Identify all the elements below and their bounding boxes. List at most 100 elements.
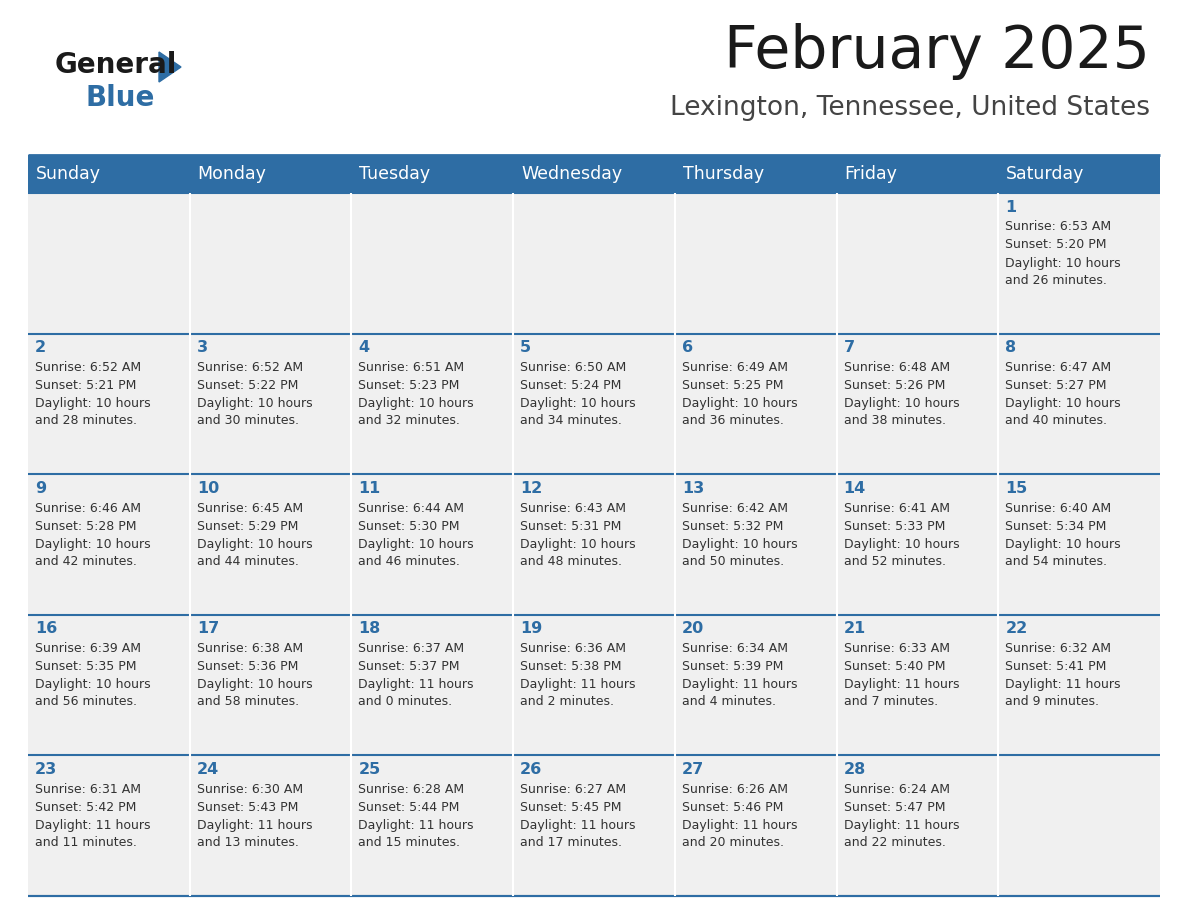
Text: Sunrise: 6:32 AM: Sunrise: 6:32 AM (1005, 643, 1111, 655)
Bar (29, 193, 190, 333)
Text: and 0 minutes.: and 0 minutes. (359, 695, 453, 709)
Text: Sunset: 5:35 PM: Sunset: 5:35 PM (34, 660, 137, 673)
Bar (513, 193, 675, 333)
Text: Sunrise: 6:26 AM: Sunrise: 6:26 AM (682, 783, 788, 796)
Text: and 2 minutes.: and 2 minutes. (520, 695, 614, 709)
Text: Sunrise: 6:53 AM: Sunrise: 6:53 AM (1005, 220, 1112, 233)
Text: Sunset: 5:36 PM: Sunset: 5:36 PM (197, 660, 298, 673)
Text: Sunset: 5:37 PM: Sunset: 5:37 PM (359, 660, 460, 673)
Text: 4: 4 (359, 340, 369, 355)
Bar (836, 333, 998, 475)
Text: Sunrise: 6:51 AM: Sunrise: 6:51 AM (359, 361, 465, 375)
Text: Sunset: 5:34 PM: Sunset: 5:34 PM (1005, 520, 1107, 532)
Text: Daylight: 11 hours: Daylight: 11 hours (843, 678, 959, 691)
Bar (998, 615, 1159, 756)
Text: Daylight: 10 hours: Daylight: 10 hours (1005, 397, 1121, 410)
Text: and 36 minutes.: and 36 minutes. (682, 414, 784, 427)
Text: and 56 minutes.: and 56 minutes. (34, 695, 137, 709)
Text: 2: 2 (34, 340, 46, 355)
Text: Wednesday: Wednesday (522, 165, 623, 183)
Text: and 30 minutes.: and 30 minutes. (197, 414, 298, 427)
Bar (352, 475, 513, 615)
Text: Tuesday: Tuesday (360, 165, 430, 183)
Text: Sunset: 5:38 PM: Sunset: 5:38 PM (520, 660, 621, 673)
Text: 13: 13 (682, 481, 704, 496)
Text: 25: 25 (359, 762, 380, 777)
Text: Sunrise: 6:38 AM: Sunrise: 6:38 AM (197, 643, 303, 655)
Text: Sunset: 5:32 PM: Sunset: 5:32 PM (682, 520, 783, 532)
Text: Daylight: 11 hours: Daylight: 11 hours (520, 678, 636, 691)
Text: 23: 23 (34, 762, 57, 777)
Text: and 52 minutes.: and 52 minutes. (843, 554, 946, 567)
Bar (675, 193, 836, 333)
Bar (675, 155, 836, 193)
Text: 14: 14 (843, 481, 866, 496)
Text: 8: 8 (1005, 340, 1017, 355)
Text: 5: 5 (520, 340, 531, 355)
Text: Daylight: 11 hours: Daylight: 11 hours (197, 819, 312, 832)
Text: Sunrise: 6:28 AM: Sunrise: 6:28 AM (359, 783, 465, 796)
Text: Daylight: 10 hours: Daylight: 10 hours (197, 538, 312, 551)
Bar (675, 615, 836, 756)
Bar (190, 475, 352, 615)
Text: Daylight: 11 hours: Daylight: 11 hours (682, 678, 797, 691)
Bar (190, 756, 352, 896)
Text: Daylight: 10 hours: Daylight: 10 hours (34, 678, 151, 691)
Text: Daylight: 11 hours: Daylight: 11 hours (1005, 678, 1120, 691)
Bar (29, 475, 190, 615)
Text: 3: 3 (197, 340, 208, 355)
Text: and 58 minutes.: and 58 minutes. (197, 695, 299, 709)
Bar (675, 333, 836, 475)
Text: Sunrise: 6:40 AM: Sunrise: 6:40 AM (1005, 502, 1112, 515)
Text: Blue: Blue (86, 84, 154, 112)
Text: Sunset: 5:28 PM: Sunset: 5:28 PM (34, 520, 137, 532)
Text: and 40 minutes.: and 40 minutes. (1005, 414, 1107, 427)
Text: Sunrise: 6:34 AM: Sunrise: 6:34 AM (682, 643, 788, 655)
Text: Daylight: 10 hours: Daylight: 10 hours (682, 538, 797, 551)
Text: Sunrise: 6:43 AM: Sunrise: 6:43 AM (520, 502, 626, 515)
Bar (352, 333, 513, 475)
Bar (513, 756, 675, 896)
Text: Sunset: 5:21 PM: Sunset: 5:21 PM (34, 379, 137, 392)
Bar (513, 155, 675, 193)
Text: Friday: Friday (845, 165, 897, 183)
Polygon shape (159, 52, 181, 82)
Text: Sunset: 5:30 PM: Sunset: 5:30 PM (359, 520, 460, 532)
Text: 11: 11 (359, 481, 380, 496)
Text: 9: 9 (34, 481, 46, 496)
Text: Sunset: 5:31 PM: Sunset: 5:31 PM (520, 520, 621, 532)
Text: Sunset: 5:25 PM: Sunset: 5:25 PM (682, 379, 783, 392)
Bar (998, 333, 1159, 475)
Text: and 44 minutes.: and 44 minutes. (197, 554, 298, 567)
Text: Daylight: 10 hours: Daylight: 10 hours (34, 538, 151, 551)
Text: and 34 minutes.: and 34 minutes. (520, 414, 623, 427)
Bar (352, 615, 513, 756)
Text: Saturday: Saturday (1006, 165, 1085, 183)
Text: and 13 minutes.: and 13 minutes. (197, 836, 298, 849)
Text: Daylight: 10 hours: Daylight: 10 hours (1005, 256, 1121, 270)
Text: and 50 minutes.: and 50 minutes. (682, 554, 784, 567)
Text: Sunset: 5:27 PM: Sunset: 5:27 PM (1005, 379, 1107, 392)
Text: Daylight: 10 hours: Daylight: 10 hours (197, 397, 312, 410)
Text: Sunset: 5:33 PM: Sunset: 5:33 PM (843, 520, 944, 532)
Text: Monday: Monday (197, 165, 266, 183)
Text: 7: 7 (843, 340, 854, 355)
Bar (352, 193, 513, 333)
Text: Sunrise: 6:33 AM: Sunrise: 6:33 AM (843, 643, 949, 655)
Text: and 38 minutes.: and 38 minutes. (843, 414, 946, 427)
Text: 15: 15 (1005, 481, 1028, 496)
Text: and 32 minutes.: and 32 minutes. (359, 414, 460, 427)
Text: 12: 12 (520, 481, 543, 496)
Text: Sunrise: 6:49 AM: Sunrise: 6:49 AM (682, 361, 788, 375)
Text: Sunset: 5:44 PM: Sunset: 5:44 PM (359, 800, 460, 814)
Text: 16: 16 (34, 621, 57, 636)
Text: and 11 minutes.: and 11 minutes. (34, 836, 137, 849)
Text: 26: 26 (520, 762, 543, 777)
Text: and 28 minutes.: and 28 minutes. (34, 414, 137, 427)
Text: and 46 minutes.: and 46 minutes. (359, 554, 460, 567)
Bar (675, 475, 836, 615)
Text: Sunrise: 6:36 AM: Sunrise: 6:36 AM (520, 643, 626, 655)
Text: and 48 minutes.: and 48 minutes. (520, 554, 623, 567)
Text: Sunset: 5:46 PM: Sunset: 5:46 PM (682, 800, 783, 814)
Bar (998, 193, 1159, 333)
